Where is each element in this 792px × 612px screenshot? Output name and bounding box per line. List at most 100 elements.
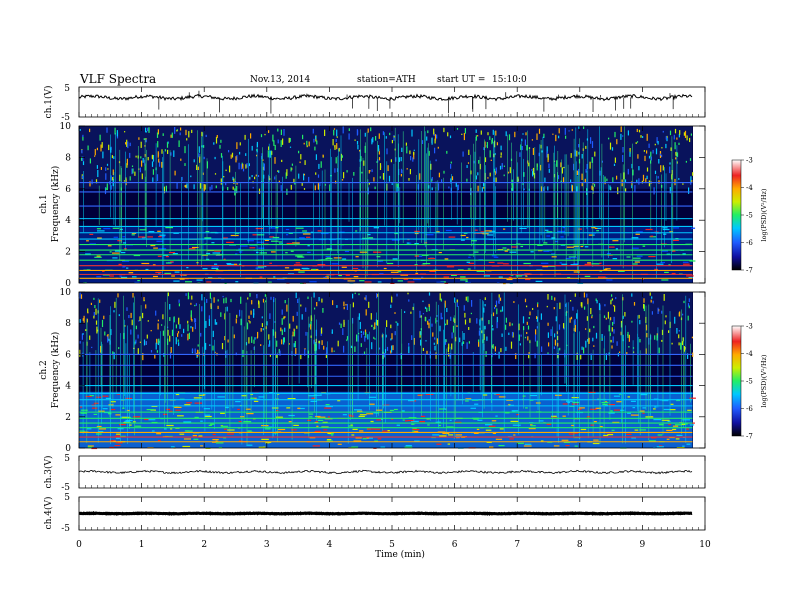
low-band-speckle [641,278,644,280]
spectral-speckle [209,186,211,191]
spectral-speckle [436,320,438,322]
low-band-speckle [354,409,362,411]
spectral-speckle [486,142,488,149]
spectral-speckle [368,183,370,185]
low-band-speckle [328,433,334,435]
spectral-speckle [688,298,690,303]
spectral-speckle [362,331,365,335]
spectral-speckle [281,159,283,163]
spectral-speckle [162,314,164,320]
spectral-speckle [648,143,650,148]
spectral-speckle [532,167,535,175]
spectral-speckle [413,151,415,155]
low-band-speckle [634,429,639,431]
spectral-speckle [523,188,525,191]
spectral-speckle [364,329,367,335]
spectral-speckle [563,323,565,329]
spectral-speckle [495,305,497,308]
low-band-speckle [120,435,126,437]
low-band-speckle [315,420,318,423]
spectral-speckle [446,319,448,325]
spectral-speckle [82,134,84,137]
low-band-speckle [96,228,101,230]
spectral-speckle [353,172,355,176]
low-band-speckle [401,410,405,412]
spectral-speckle [230,298,232,303]
low-band-speckle [298,271,305,273]
spectral-speckle [147,127,149,132]
low-band-speckle [255,227,264,230]
spectral-speckle [627,331,629,339]
low-band-speckle [157,255,162,257]
low-band-speckle [561,263,568,265]
spectral-speckle [332,139,334,146]
spectral-speckle [395,321,397,323]
low-band-speckle [115,435,121,437]
spectral-speckle [454,297,456,303]
spectral-speckle [391,183,393,185]
low-band-speckle [578,228,582,230]
low-band-speckle [606,253,611,255]
low-band-speckle [200,420,203,422]
spectral-speckle [281,329,283,335]
spectral-speckle [336,136,338,138]
low-band-speckle [630,400,636,402]
spectral-speckle [204,184,206,190]
spectral-speckle [318,342,320,350]
spectral-speckle [690,176,692,182]
spectral-speckle [568,130,570,132]
colorbar-tick-label: -7 [746,433,753,441]
spectral-speckle [199,182,202,189]
spectral-speckle [401,147,403,152]
spectral-speckle [342,328,344,336]
low-band-speckle [193,397,202,399]
ch1-colorbar-label: log(PSD)(V²/Hz) [760,188,768,241]
low-band-speckle [193,438,199,440]
low-band-speckle [593,421,597,423]
spectral-speckle [503,165,505,167]
spectral-speckle [322,308,324,313]
spectral-speckle [379,163,382,170]
low-band-speckle [672,239,679,241]
spectral-speckle [152,177,154,182]
spectral-speckle [683,300,685,304]
spectral-speckle [682,313,684,316]
spectral-speckle [387,165,389,172]
spectral-speckle [176,130,178,132]
spectral-speckle [601,160,603,163]
low-band-speckle [602,403,608,406]
spectral-speckle [151,155,153,159]
low-band-speckle [530,424,533,426]
spectral-speckle [145,304,147,309]
low-band-speckle [323,429,328,431]
spectral-speckle [350,345,353,349]
low-band-speckle [669,409,676,411]
spectral-speckle [95,179,98,184]
spectral-speckle [494,346,496,352]
spectral-speckle [666,135,668,138]
low-band-speckle [278,241,283,243]
spectral-speckle [654,143,656,146]
spectral-speckle [428,319,430,322]
spectral-speckle [468,149,470,155]
low-band-speckle [686,275,694,277]
spectral-speckle [82,161,85,166]
spectral-speckle [225,297,227,304]
low-band-speckle [246,413,254,415]
spectral-speckle [492,312,495,317]
spectral-speckle [441,179,443,183]
spectral-speckle [308,141,310,147]
spectral-speckle [658,159,660,164]
spectral-speckle [334,145,336,150]
spectral-speckle [467,162,470,164]
spectral-speckle [446,308,448,313]
low-band-speckle [570,264,578,266]
low-band-speckle [359,251,368,253]
spectral-speckle [157,129,159,135]
spectral-speckle [436,134,438,139]
spectral-speckle [684,130,687,138]
spectral-speckle [669,162,671,165]
low-band-speckle [460,276,466,278]
low-band-speckle [198,435,203,437]
low-band-speckle [145,268,149,271]
